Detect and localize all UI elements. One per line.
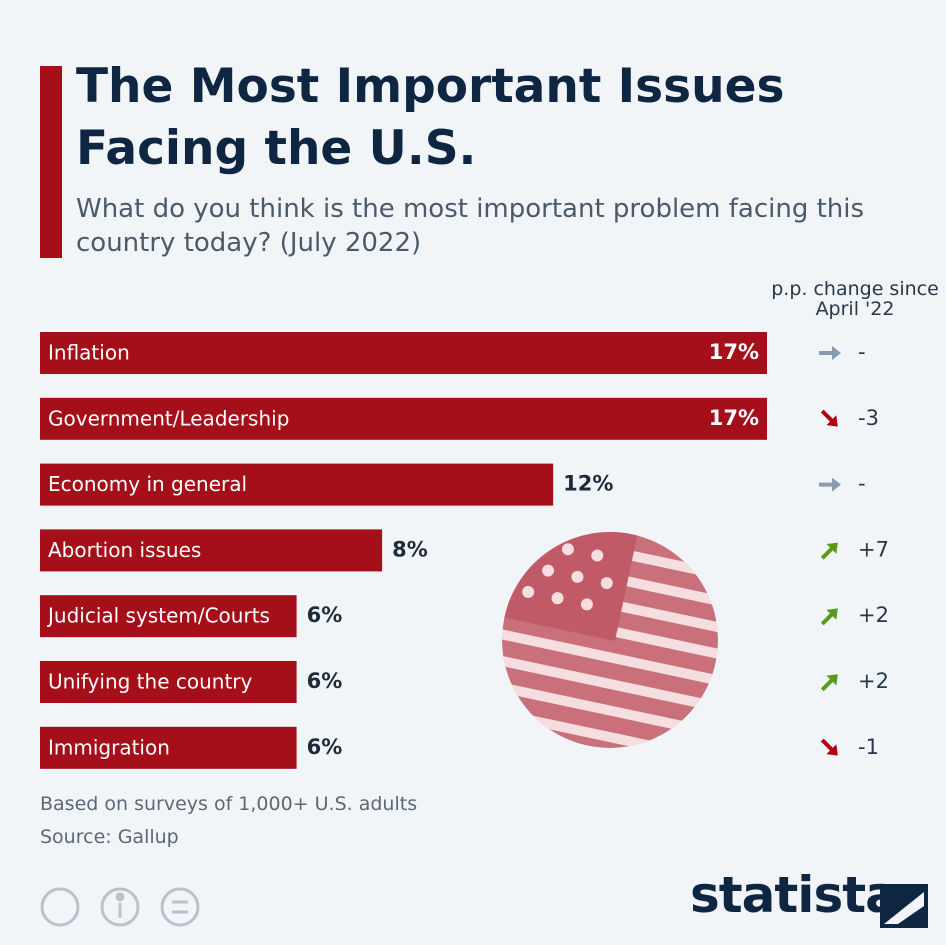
accent-bar — [40, 66, 62, 258]
value-label: 6% — [307, 603, 343, 627]
category-label: Unifying the country — [48, 670, 253, 694]
bar — [40, 332, 767, 374]
change-label: +2 — [858, 603, 889, 627]
change-arrow — [820, 542, 838, 560]
category-label: Economy in general — [48, 472, 247, 496]
change-label: - — [858, 472, 866, 496]
category-label: Government/Leadership — [48, 406, 289, 430]
change-arrow — [820, 608, 838, 626]
category-label: Inflation — [48, 341, 130, 365]
value-label: 6% — [307, 669, 343, 693]
change-arrow — [820, 674, 838, 692]
flag-decoration — [502, 532, 718, 748]
category-label: Judicial system/Courts — [46, 604, 270, 628]
change-arrow — [819, 477, 841, 492]
bar — [40, 529, 383, 572]
category-label: Immigration — [48, 735, 170, 759]
change-label: - — [858, 340, 866, 364]
chart-title: The Most Important Issues Facing the U.S… — [76, 59, 785, 176]
bar — [40, 463, 554, 506]
value-label: 12% — [563, 472, 613, 496]
value-label: 17% — [709, 406, 759, 430]
chart-subtitle: What do you think is the most important … — [76, 194, 865, 258]
change-label: +2 — [858, 669, 889, 693]
brand-logo — [880, 884, 928, 928]
bar — [40, 397, 767, 440]
brand: statista — [690, 866, 899, 924]
value-label: 8% — [392, 537, 428, 561]
bar — [40, 661, 297, 703]
change-label: -3 — [858, 406, 879, 430]
license-icons — [40, 887, 200, 927]
change-arrow — [819, 346, 841, 360]
change-label: +7 — [858, 537, 889, 561]
source: Source: Gallup — [40, 826, 179, 848]
change-label: -1 — [858, 735, 879, 759]
change-arrow — [820, 409, 838, 427]
note: Based on surveys of 1,000+ U.S. adults — [40, 793, 418, 815]
change-arrow — [820, 738, 838, 756]
bar — [40, 595, 297, 638]
value-label: 6% — [307, 735, 343, 759]
value-label: 17% — [709, 340, 759, 364]
bar — [40, 726, 297, 769]
change-header: p.p. change since April '22 — [771, 278, 939, 320]
category-label: Abortion issues — [48, 538, 201, 562]
